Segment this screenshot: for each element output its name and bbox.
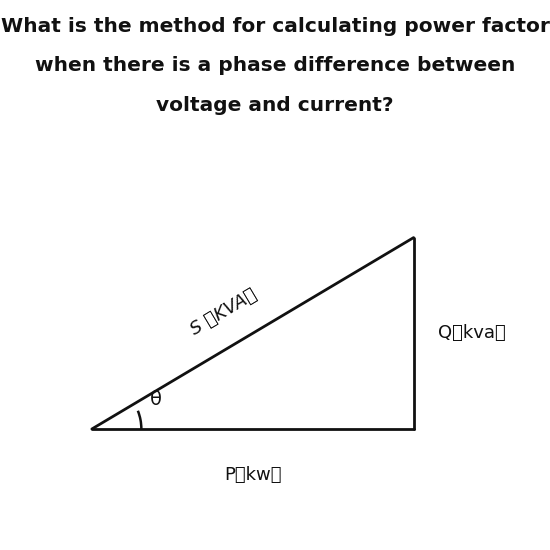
Text: S （KVA）: S （KVA） (187, 286, 260, 339)
Text: P（kw）: P（kw） (224, 466, 282, 484)
Text: when there is a phase difference between: when there is a phase difference between (35, 56, 515, 75)
Text: θ: θ (150, 390, 162, 409)
Text: voltage and current?: voltage and current? (156, 96, 394, 115)
Text: What is the method for calculating power factor: What is the method for calculating power… (1, 16, 549, 36)
Text: Q（kva）: Q（kva） (438, 324, 506, 342)
